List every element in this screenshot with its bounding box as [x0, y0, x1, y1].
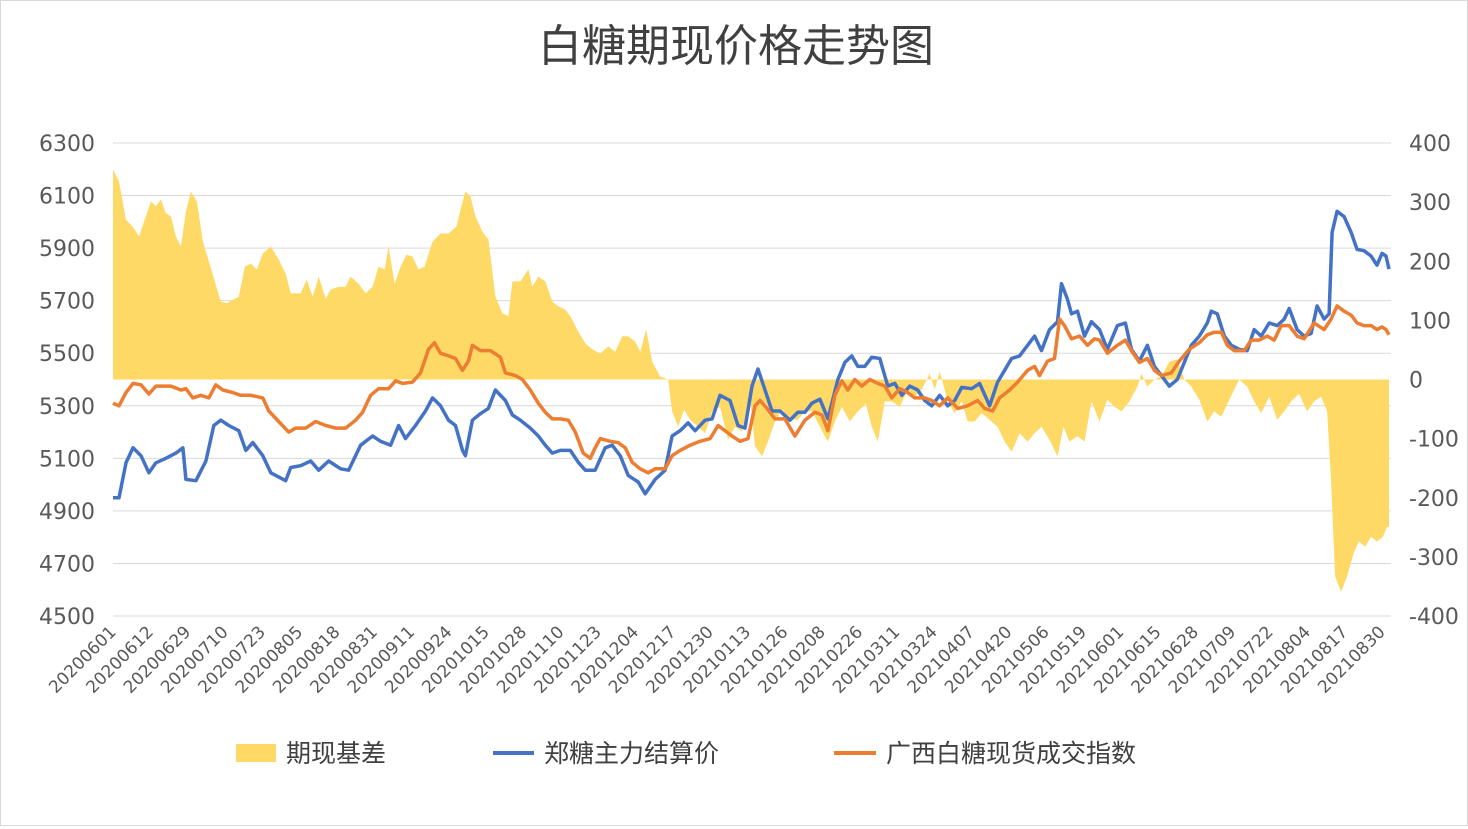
y-left-tick-label: 4900 [39, 500, 95, 525]
chart-title: 白糖期现价格走势图 [538, 21, 934, 72]
y-right-tick-label: 300 [1409, 191, 1451, 216]
y-left-tick-label: 5500 [39, 342, 95, 367]
y-right-tick-label: 400 [1409, 132, 1451, 157]
y-right-tick-label: -200 [1409, 487, 1459, 512]
y-left-tick-label: 5300 [39, 395, 95, 420]
y-left-tick-label: 4700 [39, 552, 95, 577]
y-right-tick-label: -300 [1409, 546, 1459, 571]
y-left-tick-label: 5700 [39, 290, 95, 315]
y-left-tick-label: 6300 [39, 132, 95, 157]
y-left-tick-label: 4500 [39, 605, 95, 630]
y-right-tick-label: -100 [1409, 428, 1459, 453]
y-right-tick-label: -400 [1409, 605, 1459, 630]
legend-label-spot: 广西白糖现货成交指数 [886, 739, 1136, 768]
legend: 期现基差 郑糖主力结算价 广西白糖现货成交指数 [236, 739, 1136, 768]
legend-label-futures: 郑糖主力结算价 [544, 739, 719, 768]
futures-price-line [113, 209, 1391, 500]
legend-label-basis: 期现基差 [286, 739, 386, 768]
legend-swatch-basis [236, 744, 276, 762]
spot-index-line [112, 304, 1391, 475]
y-left-tick-label: 5900 [39, 237, 95, 262]
y-right-tick-label: 0 [1409, 369, 1423, 394]
y-right-tick-label: 200 [1409, 250, 1451, 275]
y-left-tick-label: 5100 [39, 447, 95, 472]
basis-area [113, 169, 1390, 592]
y-right-tick-label: 100 [1409, 309, 1451, 334]
y-left-tick-label: 6100 [39, 185, 95, 210]
